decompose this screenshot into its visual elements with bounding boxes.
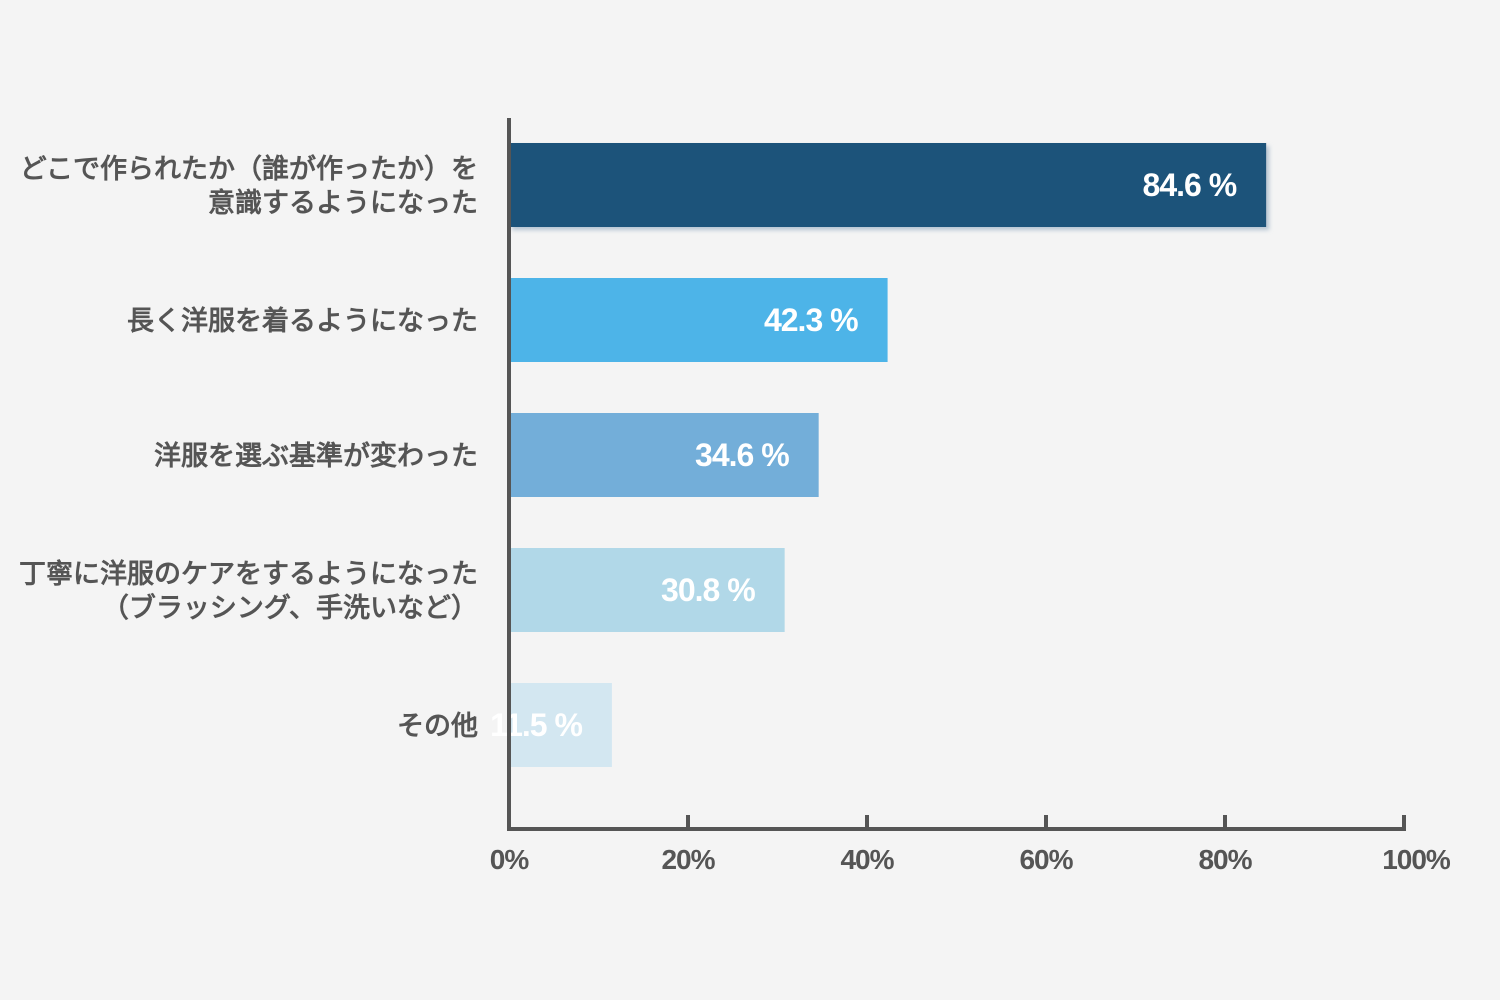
category-label-5-line-1: その他 [397,711,478,742]
x-tick-label-40: 40% [840,844,894,875]
category-labels: どこで作られたか（誰が作ったか）を意識するようになった長く洋服を着るようになった… [19,153,478,742]
axes [507,118,1406,831]
value-label-4: 30.8 % [661,572,755,608]
x-tick-label-20: 20% [661,844,715,875]
category-label-1-line-2: 意識するようになった [208,187,478,219]
bars: 84.6 % 42.3 % 34.6 % 30.8 % 11.5 % [490,143,1267,767]
bar-4 [509,548,785,632]
value-label-5: 11.5 % [490,707,582,743]
bar-3 [509,413,819,497]
bar-2 [509,278,888,362]
x-tick-label-100: 100% [1382,844,1451,875]
x-tick-labels: 0% 20% 40% 60% 80% 100% [490,844,1452,875]
category-label-4-line-2: （ブラッシング、手洗いなど） [102,592,478,624]
bar-5 [509,683,612,767]
category-label-4-line-1: 丁寧に洋服のケアをするようになった [19,558,478,590]
x-tick-label-80: 80% [1198,844,1252,875]
value-label-2: 42.3 % [764,302,858,338]
x-tick-label-0: 0% [490,844,530,875]
bar-1 [509,143,1267,227]
value-label-1: 84.6 % [1143,167,1237,203]
category-label-1-line-1: どこで作られたか（誰が作ったか）を [20,153,478,185]
value-label-3: 34.6 % [695,437,789,473]
x-tick-label-60: 60% [1019,844,1073,875]
category-label-3-line-1: 洋服を選ぶ基準が変わった [154,440,478,472]
category-label-2-line-1: 長く洋服を着るようになった [127,305,478,337]
